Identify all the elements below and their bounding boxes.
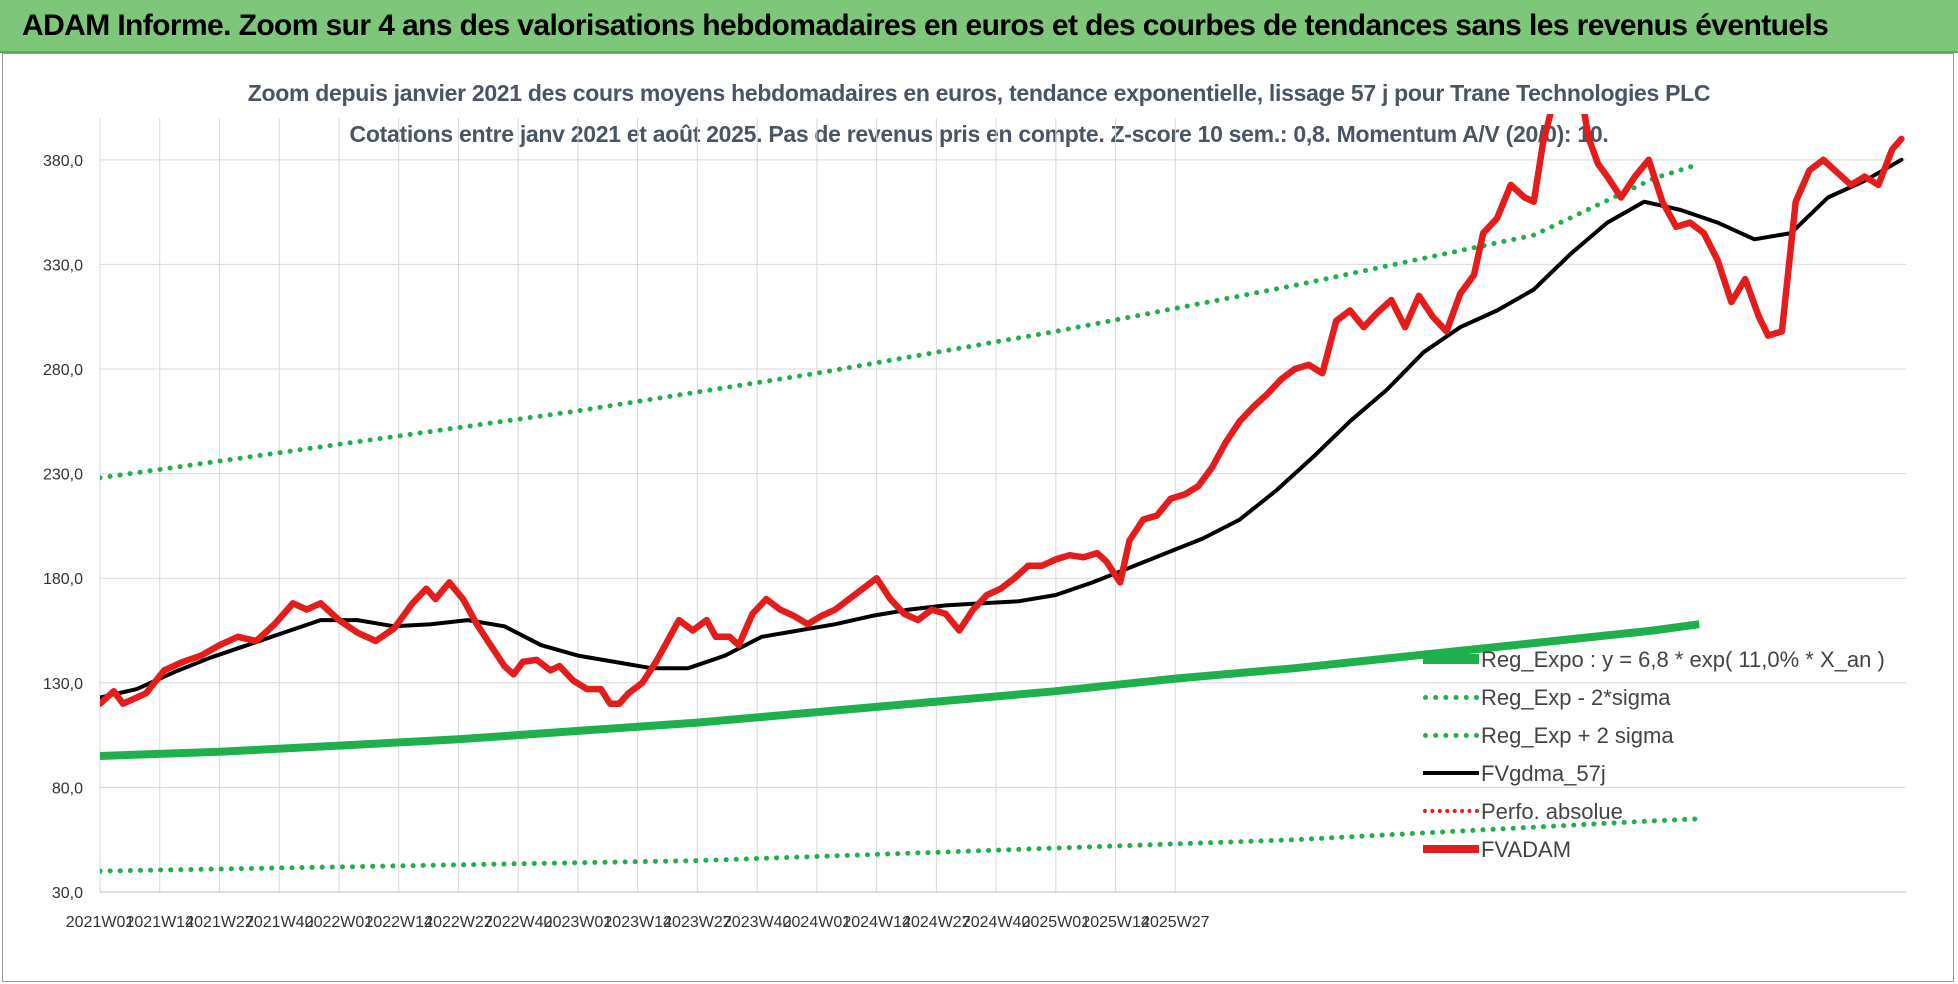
series-fvadam [100, 114, 1905, 707]
chart-frame [2, 53, 1954, 982]
x-tick-label: 2021W14 [125, 914, 194, 931]
x-tick-label: 2022W40 [484, 914, 553, 931]
x-tick-label: 2021W40 [245, 914, 314, 931]
y-tick-label: 80,0 [52, 780, 83, 797]
chart-title: Zoom depuis janvier 2021 des cours moyen… [247, 80, 1711, 106]
x-tick-label: 2023W14 [603, 914, 672, 931]
legend-item-reg-expo: Reg_Expo : y = 6,8 * exp( 11,0% * X_an ) [1418, 640, 1885, 678]
report-banner: ADAM Informe. Zoom sur 4 ans des valoris… [0, 0, 1958, 53]
series-fvgdma [100, 157, 1904, 700]
x-tick-label: 2022W01 [305, 914, 374, 931]
legend-label-perfo: Perfo. absolue [1481, 799, 1623, 824]
x-tick-label: 2025W01 [1022, 914, 1091, 931]
series-reg-expo [100, 620, 1700, 760]
x-tick-label: 2024W27 [902, 914, 971, 931]
x-tick-label: 2024W40 [962, 914, 1031, 931]
report-title: ADAM Informe. Zoom sur 4 ans des valoris… [22, 9, 1829, 42]
legend-swatch-reg-exp-minus [1423, 695, 1479, 700]
y-tick-label: 330,0 [43, 257, 83, 274]
x-tick-label: 2025W14 [1081, 914, 1150, 931]
tick-labels: 30,0 80,0 130,0 180,0 230,0 280,0 330,0 380,0 20… [43, 153, 1210, 931]
legend-item-reg-exp-plus: Reg_Exp + 2 sigma [1418, 716, 1878, 754]
y-tick-label: 230,0 [43, 467, 83, 484]
x-tick-label: 2024W14 [842, 914, 911, 931]
legend-item-fvadam: FVADAM [1418, 830, 1878, 868]
y-tick-label: 180,0 [43, 571, 83, 588]
chart-subtitle: Cotations entre janv 2021 et août 2025. … [349, 121, 1609, 147]
x-tick-label: 2025W27 [1141, 914, 1210, 931]
legend-item-perfo: Perfo. absolue [1418, 792, 1878, 830]
y-tick-label: 130,0 [43, 676, 83, 693]
legend-label-fvadam: FVADAM [1481, 837, 1572, 862]
legend-swatch-reg-expo [1423, 654, 1479, 664]
legend-swatch-fvadam [1423, 845, 1479, 853]
x-tick-label: 2022W14 [364, 914, 433, 931]
legend-label-reg-expo: Reg_Expo : y = 6,8 * exp( 11,0% * X_an ) [1481, 647, 1885, 672]
chart-legend: Reg_Expo : y = 6,8 * exp( 11,0% * X_an )… [1418, 640, 1885, 868]
legend-swatch-reg-exp-plus [1423, 733, 1479, 738]
legend-label-fvgdma: FVgdma_57j [1481, 761, 1606, 786]
legend-label-reg-exp-plus: Reg_Exp + 2 sigma [1481, 723, 1674, 748]
grid-layer [99, 118, 1906, 893]
x-tick-label: 2021W27 [185, 914, 254, 931]
x-tick-label: 2023W27 [663, 914, 732, 931]
x-tick-label: 2023W01 [544, 914, 613, 931]
series-reg-exp-plus [100, 161, 1702, 481]
legend-swatch-perfo [1423, 809, 1479, 813]
x-tick-label: 2022W27 [424, 914, 493, 931]
y-tick-label: 380,0 [43, 153, 83, 170]
series-layer [100, 114, 1905, 874]
x-tick-label: 2021W01 [66, 914, 135, 931]
legend-swatch-fvgdma [1423, 771, 1479, 775]
legend-item-fvgdma: FVgdma_57j [1418, 754, 1878, 792]
y-tick-label: 30,0 [52, 885, 83, 902]
x-tick-label: 2023W40 [723, 914, 792, 931]
legend-label-reg-exp-minus: Reg_Exp - 2*sigma [1481, 685, 1671, 710]
y-tick-label: 280,0 [43, 362, 83, 379]
x-tick-label: 2024W01 [783, 914, 852, 931]
series-reg-exp-minus [100, 816, 1702, 874]
legend-item-reg-exp-minus: Reg_Exp - 2*sigma [1418, 678, 1878, 716]
